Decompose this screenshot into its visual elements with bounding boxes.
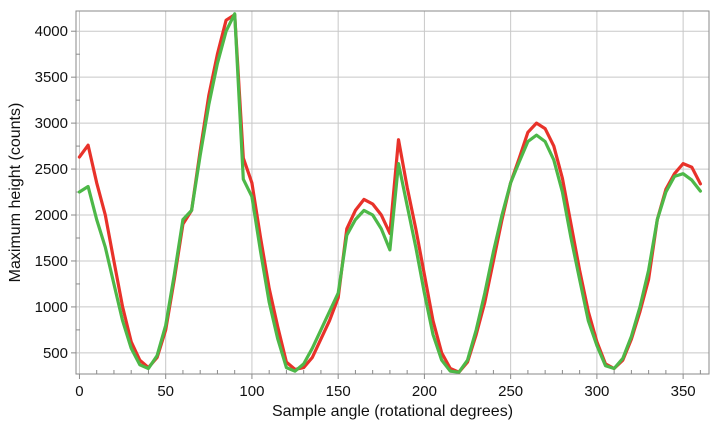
x-tick-label: 350 xyxy=(671,383,696,400)
x-tick-label: 50 xyxy=(157,383,174,400)
x-tick-label: 200 xyxy=(412,383,437,400)
series-line-red xyxy=(77,13,702,374)
series-line-green xyxy=(77,12,702,374)
y-tick-label: 4000 xyxy=(35,23,68,40)
y-tick-label: 500 xyxy=(43,345,68,362)
y-tick-label: 2000 xyxy=(35,207,68,224)
y-tick-label: 2500 xyxy=(35,161,68,178)
grid xyxy=(76,11,709,374)
x-tick-label: 150 xyxy=(326,383,351,400)
series-group xyxy=(77,12,702,374)
x-axis-title: Sample angle (rotational degrees) xyxy=(272,403,513,420)
y-tick-label: 3000 xyxy=(35,115,68,132)
x-tick-label: 100 xyxy=(239,383,264,400)
minor-ticks xyxy=(76,53,701,374)
y-axis-title: Maximum height (counts) xyxy=(7,103,24,283)
x-axis-ticks: 0 50 100 150 200 250 300 350 xyxy=(75,374,696,400)
x-tick-label: 250 xyxy=(498,383,523,400)
x-tick-label: 300 xyxy=(584,383,609,400)
y-tick-label: 3500 xyxy=(35,69,68,86)
y-tick-label: 1500 xyxy=(35,253,68,270)
x-tick-label: 0 xyxy=(75,383,83,400)
y-tick-label: 1000 xyxy=(35,299,68,316)
y-axis-ticks: 500 1000 1500 2000 2500 3000 3500 4000 xyxy=(35,23,76,362)
